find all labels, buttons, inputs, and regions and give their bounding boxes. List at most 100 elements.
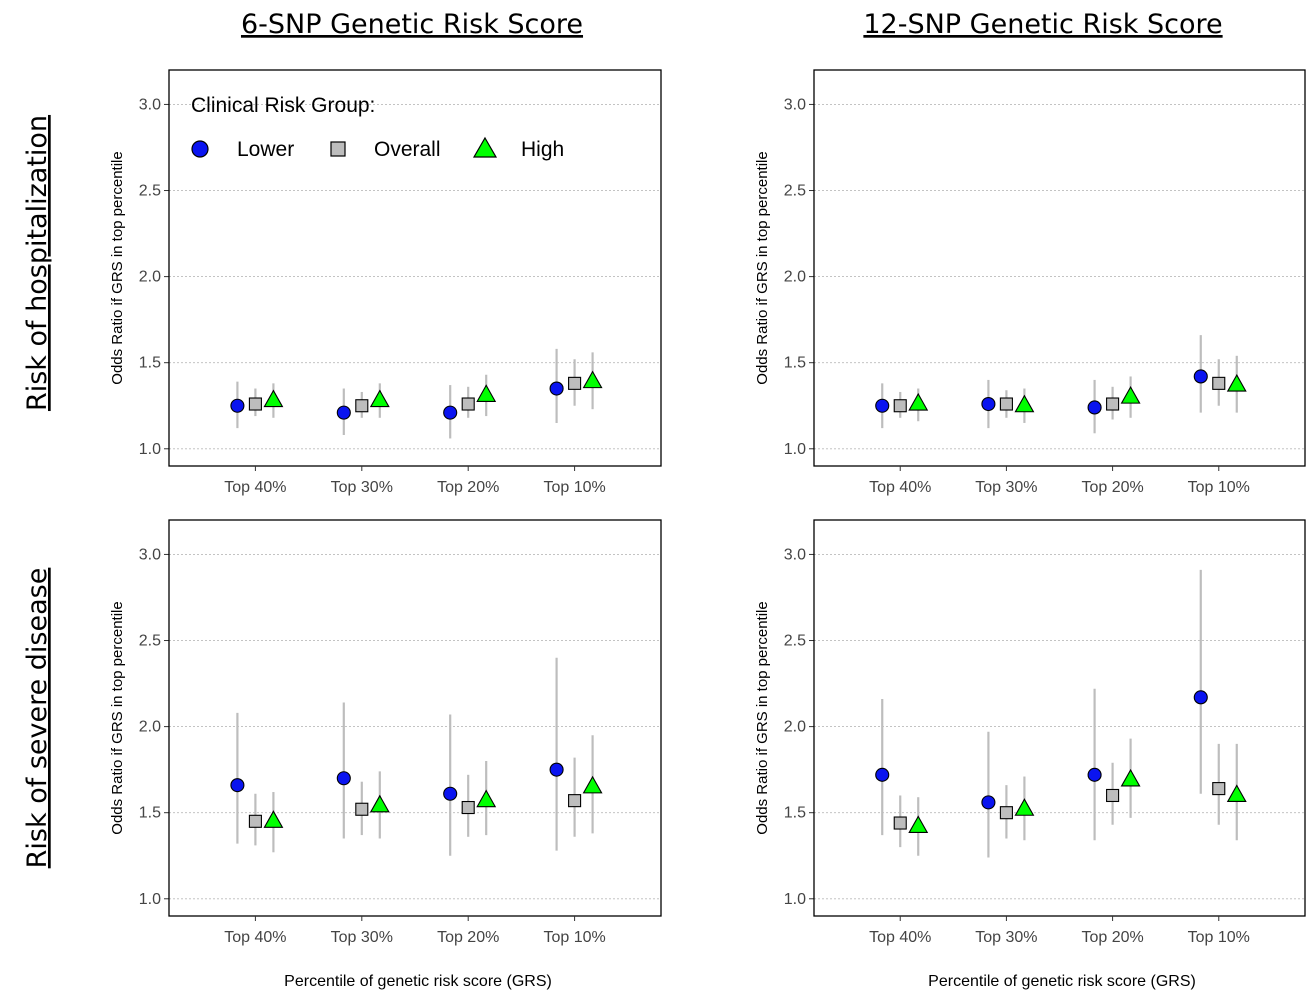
point-overall [355, 802, 369, 816]
y-tick-label: 2.5 [784, 633, 806, 650]
point-high [369, 794, 390, 813]
x-tick-label: Top 40% [869, 479, 931, 496]
point-overall [248, 814, 262, 828]
panel-frame [813, 69, 1306, 467]
x-tick-label: Top 40% [869, 929, 931, 946]
point-overall [1106, 397, 1120, 411]
point-high [908, 392, 929, 411]
point-high [476, 384, 497, 402]
panels: 1.0 1.5 2.0 2.5 3.0 Top 40% Top 30% Top 20% Top … [109, 69, 1306, 946]
legend-high-marker [472, 136, 498, 158]
point-lower [1087, 400, 1102, 415]
legend-lower-marker [191, 140, 209, 158]
point-overall [355, 399, 369, 413]
point-high [1226, 784, 1247, 803]
panel-frame [168, 519, 662, 917]
y-tick-label: 3.0 [784, 96, 806, 113]
point-lower [981, 396, 996, 412]
y-tick-label: 2.5 [139, 183, 161, 200]
x-tick-label: Top 30% [331, 929, 393, 946]
y-tick-label: 1.5 [139, 805, 161, 822]
point-high [263, 810, 284, 828]
y-tick-label: 1.5 [784, 355, 806, 372]
y-tick-label: 3.0 [784, 546, 806, 563]
x-tick-label: Top 20% [437, 479, 499, 496]
x-tick-label: Top 20% [1081, 929, 1143, 946]
point-high [369, 389, 390, 408]
point-lower [443, 405, 458, 420]
point-lower [336, 771, 351, 786]
point-overall [1106, 788, 1120, 803]
point-overall [999, 806, 1013, 820]
y-tick-label: 1.0 [139, 891, 161, 908]
legend-lower-label: Lower [237, 138, 294, 161]
legend-overall-marker [330, 141, 346, 157]
point-lower [549, 762, 564, 777]
point-overall [248, 397, 262, 411]
panel-3: 1.0 1.5 2.0 2.5 3.0 Top 40% Top 30% Top 20% Top … [109, 519, 662, 946]
y-tick-label: 3.0 [139, 96, 161, 113]
row-title-severe-disease: Risk of severe disease [22, 568, 53, 869]
legend-overall-label: Overall [374, 138, 441, 161]
y-tick-label: 1.5 [784, 805, 806, 822]
point-overall [1212, 782, 1226, 796]
point-lower [1087, 767, 1102, 782]
y-axis-label: Odds Ratio if GRS in top percentile [109, 601, 126, 834]
point-high [1120, 768, 1141, 787]
point-high [1014, 798, 1035, 816]
point-overall [999, 397, 1013, 411]
point-high [476, 789, 497, 808]
y-tick-label: 2.0 [139, 719, 161, 736]
point-lower [230, 778, 245, 793]
panel-1: 1.0 1.5 2.0 2.5 3.0 Top 40% Top 30% Top 20% Top … [109, 69, 662, 496]
point-lower [1193, 690, 1208, 705]
x-axis-label-left: Percentile of genetic risk score (GRS) [284, 973, 552, 990]
panel-frame [813, 519, 1306, 917]
x-tick-label: Top 40% [224, 929, 286, 946]
legend: Clinical Risk Group: Lower Overall High [191, 94, 564, 161]
y-tick-label: 1.5 [139, 355, 161, 372]
y-tick-label: 1.0 [784, 891, 806, 908]
point-high [1014, 394, 1035, 413]
legend-title: Clinical Risk Group: [191, 94, 375, 117]
x-tick-label: Top 10% [543, 929, 605, 946]
y-tick-label: 2.5 [139, 633, 161, 650]
row-title-hospitalization: Risk of hospitalization [22, 115, 53, 411]
y-axis-label: Odds Ratio if GRS in top percentile [754, 151, 771, 384]
point-high [263, 389, 284, 408]
point-overall [1212, 376, 1226, 390]
panel-frame [168, 69, 662, 467]
point-overall [893, 399, 907, 413]
point-high [908, 815, 929, 834]
y-tick-label: 1.0 [139, 441, 161, 458]
point-overall [461, 397, 475, 411]
point-high [1226, 373, 1247, 392]
point-high [1120, 386, 1141, 404]
point-lower [875, 398, 890, 413]
x-tick-label: Top 10% [1188, 929, 1250, 946]
point-overall [461, 800, 475, 815]
point-lower [875, 767, 890, 782]
point-lower [549, 381, 564, 396]
point-high [582, 370, 603, 389]
y-tick-label: 2.0 [784, 719, 806, 736]
y-tick-label: 1.0 [784, 441, 806, 458]
panel-2: 1.0 1.5 2.0 2.5 3.0 Top 40% Top 30% Top 20% Top … [754, 69, 1306, 496]
x-tick-label: Top 40% [224, 479, 286, 496]
x-tick-label: Top 30% [975, 479, 1037, 496]
x-tick-label: Top 30% [975, 929, 1037, 946]
panel-4: 1.0 1.5 2.0 2.5 3.0 Top 40% Top 30% Top 20% Top … [754, 519, 1306, 946]
x-tick-label: Top 20% [437, 929, 499, 946]
column-title-12snp: 12-SNP Genetic Risk Score [863, 9, 1222, 40]
y-axis-label: Odds Ratio if GRS in top percentile [109, 151, 126, 384]
x-tick-label: Top 10% [1188, 479, 1250, 496]
y-tick-label: 3.0 [139, 546, 161, 563]
legend-high-label: High [521, 138, 564, 161]
x-axis-label-right: Percentile of genetic risk score (GRS) [928, 973, 1196, 990]
y-tick-label: 2.0 [139, 269, 161, 286]
column-title-6snp: 6-SNP Genetic Risk Score [241, 9, 583, 40]
y-axis-label: Odds Ratio if GRS in top percentile [754, 601, 771, 834]
point-lower [230, 398, 245, 413]
point-overall [568, 376, 582, 390]
